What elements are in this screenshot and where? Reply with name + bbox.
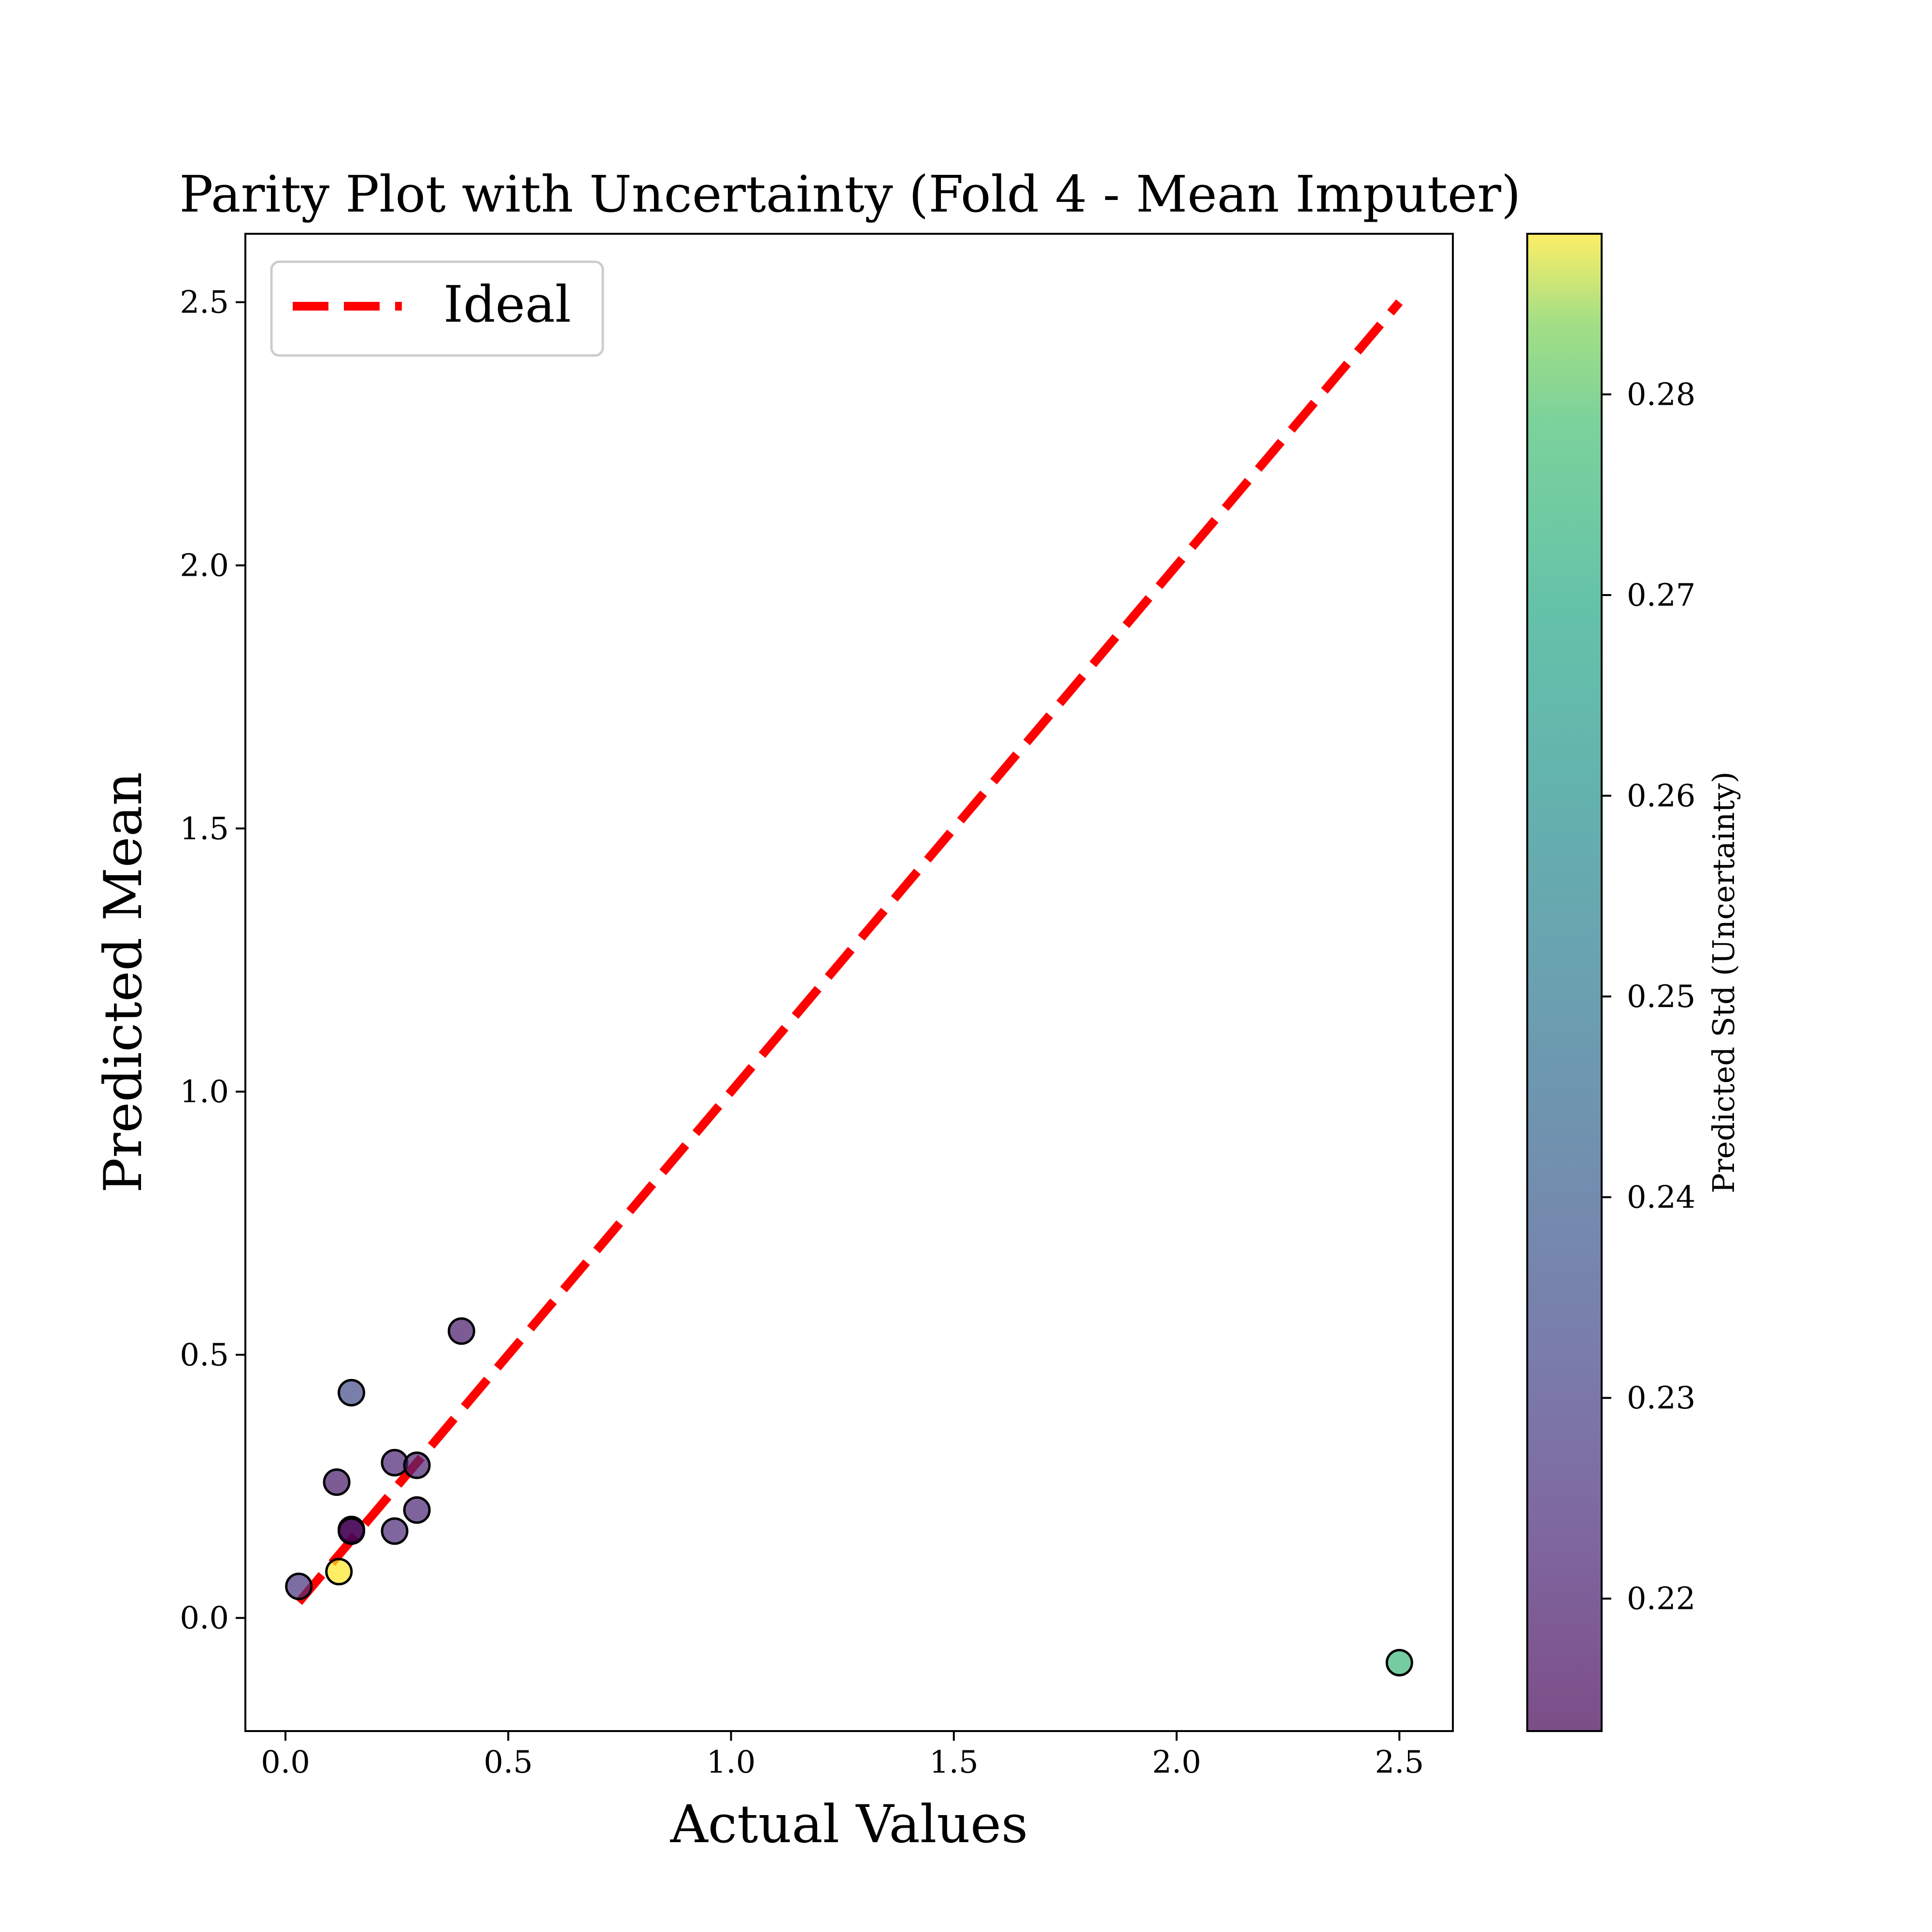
scatter-point: [447, 1317, 475, 1345]
scatter-point: [403, 1496, 431, 1524]
x-tick-label: 0.5: [483, 1745, 533, 1780]
x-tick-label: 2.5: [1375, 1745, 1424, 1780]
colorbar-gradient: [1526, 233, 1603, 1732]
scatter-point: [403, 1451, 431, 1479]
scatter-point: [381, 1517, 409, 1545]
y-tick-label: 0.5: [180, 1337, 229, 1373]
x-tick-label: 1.5: [929, 1745, 979, 1780]
y-tick-label: 2.0: [180, 548, 229, 583]
y-tick-label: 1.0: [180, 1074, 229, 1110]
scatter-point: [1385, 1648, 1413, 1676]
legend-box: [270, 260, 604, 357]
colorbar-label: Predicted Std (Uncertainty): [1706, 771, 1741, 1193]
x-tick-label: 0.0: [261, 1745, 310, 1780]
colorbar: 0.22 0.23 0.24 0.25 0.26 0.27 0.28 Predicted S…: [1526, 233, 1741, 1732]
plot-area: [285, 299, 1413, 1676]
axes: 0.0 0.5 1.0 1.5 2.0 2.5 0.0 0.5 1.0 1.5 2.0 2.5: [180, 285, 1424, 1780]
colorbar-tick-label: 0.28: [1627, 377, 1696, 412]
y-axis-label: Predicted Mean: [93, 772, 154, 1193]
colorbar-tick-label: 0.26: [1627, 779, 1696, 814]
colorbar-tick-label: 0.23: [1627, 1380, 1696, 1416]
chart-title: Parity Plot with Uncertainty (Fold 4 - M…: [179, 165, 1520, 224]
plot-frame: [244, 233, 1454, 1732]
scatter-point: [338, 1378, 366, 1406]
legend-ideal-label: Ideal: [443, 275, 571, 334]
colorbar-ticks: 0.22 0.23 0.24 0.25 0.26 0.27 0.28: [1602, 377, 1696, 1617]
scatter-point: [325, 1558, 353, 1586]
x-tick-label: 2.0: [1152, 1745, 1201, 1780]
y-tick-label: 2.5: [180, 285, 229, 321]
scatter-point: [285, 1572, 313, 1600]
scatter-point: [338, 1517, 366, 1545]
scatter-point: [323, 1468, 351, 1496]
y-tick-label: 0.0: [180, 1601, 229, 1636]
ideal-line: [295, 299, 1403, 1605]
colorbar-tick-label: 0.24: [1627, 1180, 1696, 1216]
colorbar-tick-label: 0.25: [1627, 979, 1696, 1015]
x-tick-label: 1.0: [707, 1745, 756, 1780]
colorbar-tick-label: 0.22: [1627, 1581, 1696, 1617]
x-axis-label: Actual Values: [670, 1794, 1028, 1855]
legend: Ideal: [270, 260, 604, 357]
y-tick-label: 1.5: [180, 811, 229, 847]
colorbar-tick-label: 0.27: [1627, 578, 1696, 613]
